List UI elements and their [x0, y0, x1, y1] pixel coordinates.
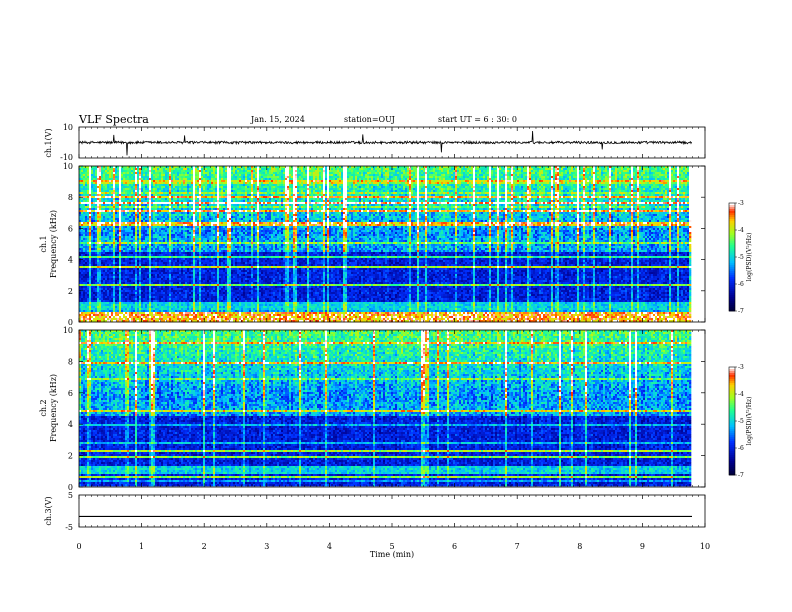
spectrogram-ytick-label: 8 — [68, 193, 73, 202]
spectrogram-ytick-label: 2 — [68, 287, 73, 296]
colorbar-tick-label: -5 — [738, 418, 744, 425]
figure-title: VLF Spectra — [78, 113, 149, 126]
ch1-waveform-panel: 10 -10 ch.1(V) — [44, 123, 705, 162]
colorbar-tick-label: -4 — [738, 227, 744, 234]
spectrogram-ytick-label: 2 — [68, 452, 73, 461]
ch1-colorbar: -3 -4 -5 -6 -7 log(PSD)(V²/Hz) — [729, 200, 753, 315]
spectrogram-ytick-label: 10 — [63, 326, 73, 335]
colorbar-tick-label: -6 — [738, 445, 744, 452]
ch2-spectrogram-ylabel-2: Frequency (kHz) — [49, 374, 58, 442]
start-ut-label: start UT = 6 : 30: 0 — [438, 115, 517, 124]
x-tick-label: 0 — [76, 542, 81, 551]
ch3-ytick-top: 5 — [68, 491, 73, 500]
spectrogram-ytick-label: 4 — [68, 256, 73, 265]
colorbar-label: log(PSD)(V²/Hz) — [746, 397, 753, 446]
ch1-ytick-bottom: -10 — [60, 153, 73, 162]
station-label: station=OUJ — [344, 115, 395, 124]
ch1-ytick-top: 10 — [63, 123, 73, 132]
colorbar-tick-label: -5 — [738, 254, 744, 261]
colorbar-tick-label: -6 — [738, 281, 744, 288]
spectrogram-ytick-label: 4 — [68, 420, 73, 429]
ch3-ytick-bottom: -5 — [65, 523, 73, 532]
colorbar-tick-label: -3 — [738, 200, 744, 207]
spectrogram-ytick-label: 8 — [68, 357, 73, 366]
spectrogram-ytick-label: 6 — [68, 224, 73, 233]
ch1-waveform-ylabel: ch.1(V) — [44, 128, 53, 157]
ch3-waveform-ylabel: ch.3(V) — [44, 496, 53, 525]
date-label: Jan. 15, 2024 — [250, 115, 305, 124]
ch3-waveform-frame — [79, 495, 705, 527]
x-tick-label: 2 — [202, 542, 207, 551]
x-tick-label: 4 — [327, 542, 332, 551]
ch1-waveform-line — [79, 131, 692, 155]
x-tick-label: 10 — [700, 542, 710, 551]
ch2-colorbar: -3 -4 -5 -6 -7 log(PSD)(V²/Hz) — [729, 364, 753, 479]
x-tick-label: 6 — [452, 542, 457, 551]
x-tick-label: 9 — [640, 542, 645, 551]
ch1-spectrogram-ylabel-1: ch.1 — [39, 235, 48, 252]
x-tick-label: 3 — [264, 542, 269, 551]
x-tick-label: 1 — [139, 542, 144, 551]
ch1-spectrogram-heatmap — [79, 166, 691, 322]
colorbar-label: log(PSD)(V²/Hz) — [746, 233, 753, 282]
x-axis-label: Time (min) — [370, 550, 414, 559]
x-tick-label: 8 — [577, 542, 582, 551]
ch1-spectrogram-ylabel-2: Frequency (kHz) — [49, 210, 58, 278]
colorbar-tick-label: -7 — [738, 308, 744, 315]
ch2-spectrogram-heatmap — [79, 330, 691, 486]
spectrogram-ytick-label: 6 — [68, 389, 73, 398]
colorbar-tick-label: -7 — [738, 472, 744, 479]
ch3-waveform-panel: 5 -5 ch.3(V) — [44, 491, 705, 532]
x-tick-label: 7 — [515, 542, 520, 551]
colorbar-tick-label: -3 — [738, 364, 744, 371]
ch2-spectrogram-ylabel-1: ch.2 — [39, 399, 48, 416]
spectrogram-ytick-label: 10 — [63, 162, 73, 171]
colorbar-tick-label: -4 — [738, 391, 744, 398]
